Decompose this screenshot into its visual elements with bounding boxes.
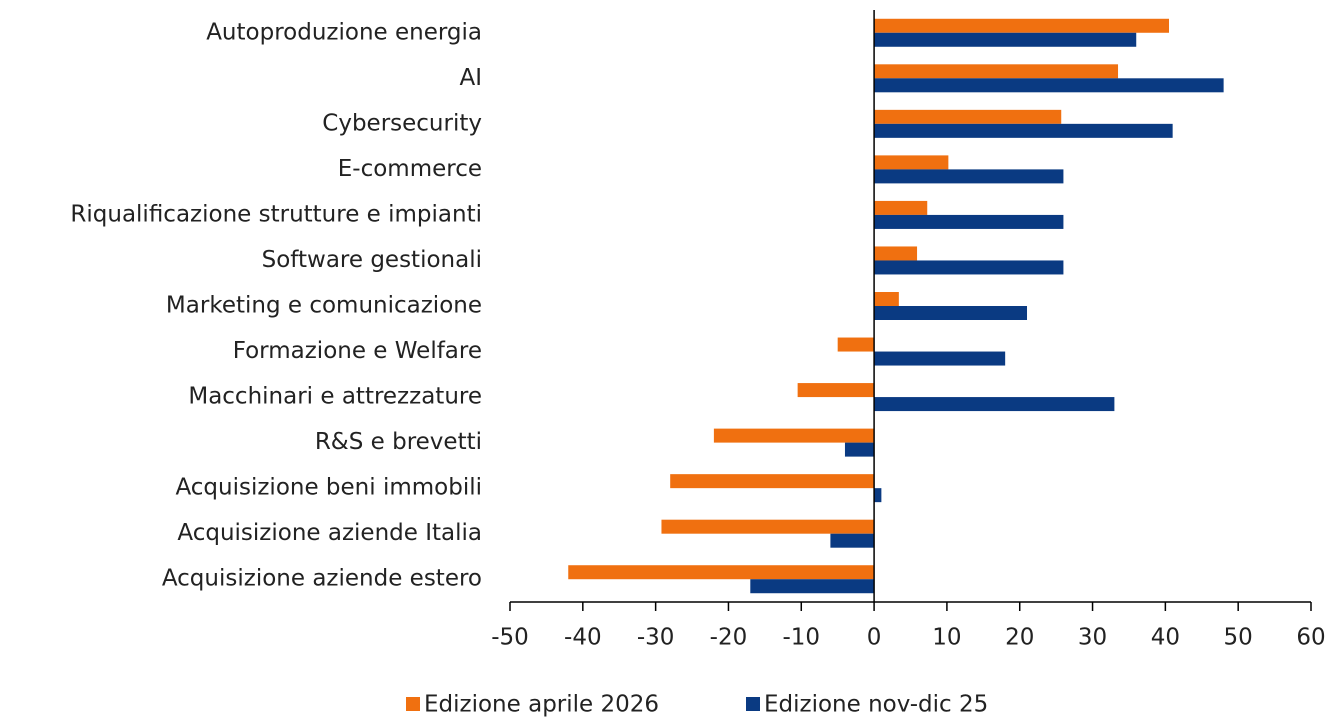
category-label: Acquisizione aziende Italia <box>177 520 482 546</box>
category-label: Software gestionali <box>262 247 482 273</box>
bar <box>874 351 1006 366</box>
x-tick-label: 60 <box>1296 625 1325 651</box>
bar <box>830 533 875 548</box>
x-tick-label: 0 <box>867 625 882 651</box>
category-label: Macchinari e attrezzature <box>188 384 482 410</box>
bar <box>844 442 875 457</box>
category-label: Cybersecurity <box>322 110 482 136</box>
x-tick-label: 50 <box>1224 625 1253 651</box>
legend-swatch <box>746 697 760 711</box>
category-label: Acquisizione beni immobili <box>175 475 482 501</box>
legend-swatch <box>406 697 420 711</box>
category-label: Acquisizione aziende estero <box>162 566 482 592</box>
category-label: Autoproduzione energia <box>206 19 482 45</box>
bar <box>874 109 1062 124</box>
bar <box>874 246 918 261</box>
bar <box>568 565 875 580</box>
category-label: Formazione e Welfare <box>233 338 482 364</box>
x-tick-label: 40 <box>1151 625 1180 651</box>
bar <box>874 18 1170 33</box>
x-tick-label: 30 <box>1078 625 1107 651</box>
bar <box>874 200 928 215</box>
x-tick-label: -50 <box>491 625 529 651</box>
x-tick-label: -30 <box>637 625 675 651</box>
bar <box>837 337 875 352</box>
category-label: AI <box>459 65 482 91</box>
bar <box>874 64 1119 79</box>
bar <box>670 474 875 489</box>
bar <box>874 155 949 170</box>
x-tick-label: -10 <box>782 625 820 651</box>
bar <box>874 214 1064 229</box>
bar <box>874 123 1173 138</box>
category-label: Marketing e comunicazione <box>166 293 482 319</box>
bar <box>874 306 1028 320</box>
bar <box>797 383 875 398</box>
bar <box>874 292 899 306</box>
bar <box>874 78 1224 93</box>
bar <box>713 428 875 443</box>
bar <box>874 169 1064 184</box>
bar <box>661 519 875 534</box>
bar <box>874 397 1115 412</box>
x-tick-label: 20 <box>1005 625 1034 651</box>
bar <box>750 579 875 594</box>
category-label: Riqualificazione strutture e impianti <box>70 201 482 227</box>
bar <box>874 260 1064 275</box>
legend-label: Edizione nov-dic 25 <box>764 692 988 718</box>
legend-label: Edizione aprile 2026 <box>424 692 659 718</box>
bar <box>874 488 882 503</box>
x-tick-label: 10 <box>932 625 961 651</box>
x-tick-label: -20 <box>710 625 748 651</box>
bar <box>874 32 1137 47</box>
x-tick-label: -40 <box>564 625 602 651</box>
category-label: E-commerce <box>338 156 482 182</box>
category-label: R&S e brevetti <box>315 429 482 455</box>
